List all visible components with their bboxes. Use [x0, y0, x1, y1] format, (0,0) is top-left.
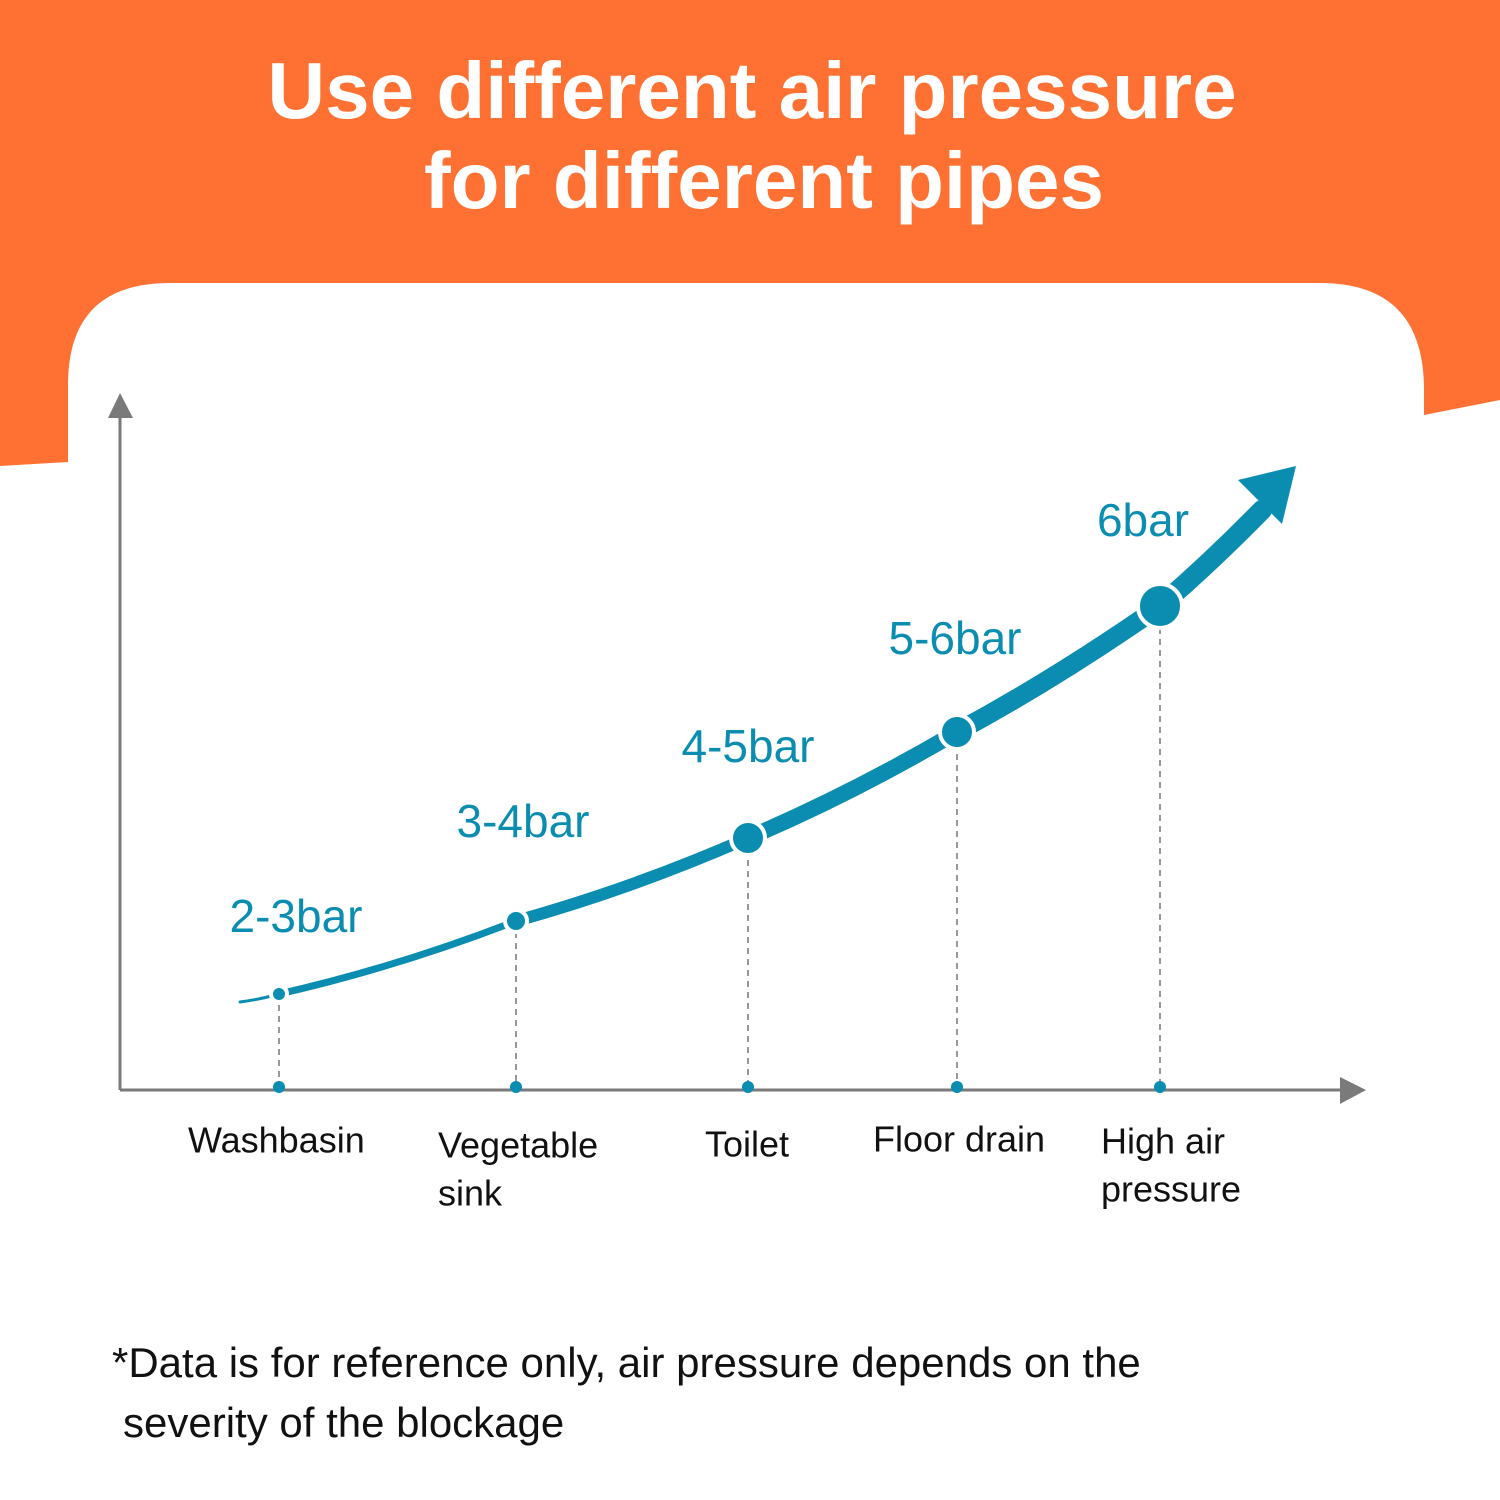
footnote-line: *Data is for reference only, air pressur… — [112, 1339, 1141, 1386]
curve-segment — [947, 596, 1170, 742]
point-label: 5-6bar — [889, 612, 1022, 664]
point-label: 6bar — [1097, 494, 1189, 546]
point — [1136, 582, 1184, 630]
x-arrow — [1340, 1077, 1366, 1104]
title-line: for different pipes — [424, 136, 1104, 225]
y-arrow — [108, 393, 133, 418]
point — [503, 908, 529, 934]
category-label: High air — [1101, 1121, 1225, 1162]
curve-segment — [275, 917, 520, 998]
points: 2-3bar Washbasin 3-4bar Vegetable sink 4-5bar… — [188, 494, 1241, 1213]
category-label: pressure — [1101, 1169, 1241, 1210]
point — [729, 819, 767, 857]
point-label: 4-5bar — [682, 720, 815, 772]
curve-segment — [740, 724, 965, 846]
footnote-line: severity of the blockage — [123, 1399, 564, 1446]
point — [269, 984, 289, 1004]
curve-segment — [510, 832, 754, 927]
category-label: sink — [438, 1173, 503, 1214]
axis-dot — [951, 1081, 963, 1093]
curve-arrowhead — [1238, 466, 1296, 524]
category-label: Floor drain — [873, 1119, 1045, 1160]
point-label: 3-4bar — [457, 795, 590, 847]
axis-dot — [510, 1081, 522, 1093]
category-label: Vegetable — [438, 1125, 598, 1166]
category-label: Toilet — [705, 1124, 789, 1165]
point — [938, 713, 976, 751]
point-label: 2-3bar — [230, 890, 363, 942]
axis-dot — [1154, 1081, 1166, 1093]
axes — [108, 393, 1366, 1104]
axis-dot — [273, 1081, 285, 1093]
axis-dot — [742, 1081, 754, 1093]
header-band — [0, 0, 1500, 466]
title-line: Use different air pressure — [267, 46, 1236, 135]
category-label: Washbasin — [188, 1120, 365, 1161]
